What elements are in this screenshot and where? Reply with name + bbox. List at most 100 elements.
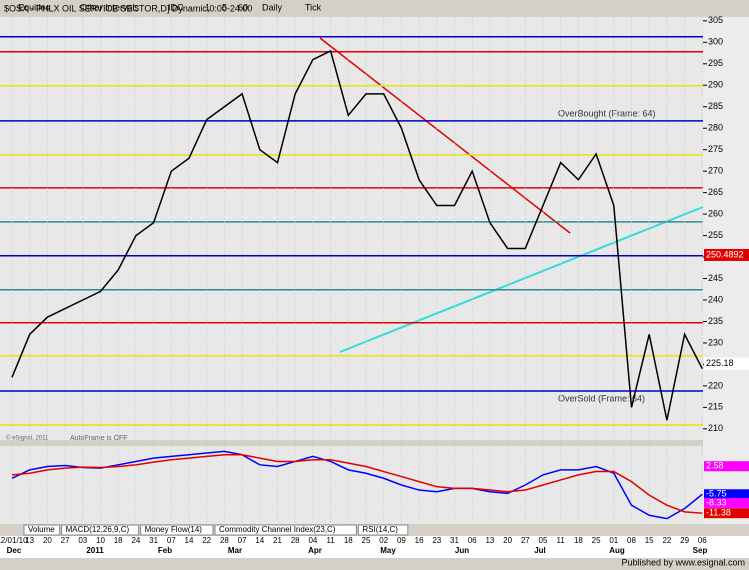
month-label: Feb: [158, 546, 172, 555]
chart-title: $OSX - PHLX OIL SERVICE SECTOR,D] Dynami…: [4, 3, 252, 13]
x-tick-label: 03: [78, 536, 87, 545]
x-tick-label: 25: [592, 536, 601, 545]
y-tick-label: 255: [708, 230, 723, 240]
month-label: Jun: [455, 546, 469, 555]
y-tick-label: 220: [708, 380, 723, 390]
x-tick-label: 09: [397, 536, 406, 545]
tab[interactable]: [214, 524, 357, 536]
x-tick-label: 06: [468, 536, 477, 545]
moving-average: [339, 206, 704, 353]
x-tick-label: 13: [25, 536, 34, 545]
y-tick-label: 235: [708, 316, 723, 326]
macd-tag: [704, 489, 749, 500]
x-tick-label: 12/01/10: [0, 536, 28, 545]
price-tag: [704, 357, 749, 370]
x-tick-label: 02: [379, 536, 388, 545]
annotation: AutoFrame is OFF: [70, 435, 128, 442]
y-tick-label: 210: [708, 423, 723, 433]
macd-tag-label: -11.38: [706, 508, 731, 518]
x-tick-label: 27: [61, 536, 70, 545]
toolbar-button[interactable]: Other Intervals: [80, 2, 140, 12]
y-tick-label: 230: [708, 337, 723, 347]
x-tick-label: 14: [185, 536, 194, 545]
x-tick-label: 14: [255, 536, 264, 545]
tab-label: Volume: [28, 525, 55, 534]
trendline: [319, 37, 571, 234]
y-tick-label: 285: [708, 101, 723, 111]
macd-tag-label: -5.75: [706, 489, 727, 499]
x-tick-label: 18: [574, 536, 583, 545]
tab[interactable]: [61, 524, 140, 536]
month-label: Sep: [693, 546, 708, 555]
x-tick-label: 07: [238, 536, 247, 545]
toolbar-button[interactable]: IDC: [168, 2, 184, 12]
x-tick-label: 01: [609, 536, 618, 545]
price-line: [11, 49, 703, 421]
y-tick-label: 275: [708, 144, 723, 154]
x-tick-label: 21: [273, 536, 282, 545]
tab[interactable]: [23, 524, 61, 536]
x-tick-label: 31: [149, 536, 158, 545]
macd-tag: [704, 497, 749, 508]
x-tick-label: 11: [326, 536, 335, 545]
toolbar-button[interactable]: Equities: [18, 2, 51, 12]
macd-panel: [0, 446, 703, 524]
price-axis: [703, 17, 749, 524]
macd-line: [11, 453, 703, 514]
x-tick-label: 08: [627, 536, 636, 545]
y-tick-label: 215: [708, 402, 723, 412]
month-label: 2011: [86, 546, 104, 555]
toolbar-button[interactable]: 5: [222, 2, 227, 12]
price-panel: [0, 17, 703, 440]
x-tick-label: 22: [202, 536, 211, 545]
x-tick-label: 31: [450, 536, 459, 545]
annotation: OverSold (Frame: 64): [558, 393, 645, 403]
toolbar-button[interactable]: Tick: [305, 2, 322, 12]
tab[interactable]: [357, 524, 409, 536]
month-label: May: [380, 546, 396, 555]
price-tag: [704, 248, 749, 261]
y-tick-label: 240: [708, 294, 723, 304]
month-label: Jul: [534, 546, 546, 555]
y-tick-label: 295: [708, 58, 723, 68]
toolbar-button[interactable]: 60: [238, 2, 248, 12]
tab[interactable]: [140, 524, 214, 536]
macd-line: [11, 450, 703, 520]
y-tick-label: 300: [708, 37, 723, 47]
x-tick-label: 06: [698, 536, 707, 545]
macd-tag: [704, 461, 749, 472]
x-tick-label: 20: [503, 536, 512, 545]
x-tick-label: 28: [291, 536, 300, 545]
y-tick-label: 270: [708, 166, 723, 176]
x-tick-label: 27: [521, 536, 530, 545]
annotation: OverBought (Frame: 64): [558, 108, 656, 118]
y-tick-label: 305: [708, 15, 723, 25]
macd-tag: [704, 508, 749, 519]
x-tick-label: 07: [167, 536, 176, 545]
x-tick-label: 20: [43, 536, 52, 545]
x-tick-label: 22: [662, 536, 671, 545]
tab-label: Commodity Channel Index(23,C): [219, 525, 336, 534]
x-tick-label: 28: [220, 536, 229, 545]
x-tick-label: 10: [96, 536, 105, 545]
y-tick-label: 260: [708, 208, 723, 218]
x-tick-label: 04: [308, 536, 317, 545]
x-tick-label: 16: [415, 536, 424, 545]
x-tick-label: 05: [539, 536, 548, 545]
tab-label: MACD(12,26,9,C): [66, 525, 130, 534]
month-label: Dec: [7, 546, 22, 555]
x-tick-label: 13: [485, 536, 494, 545]
price-tag-label: 225.18: [706, 358, 734, 368]
y-tick-label: 290: [708, 80, 723, 90]
toolbar-button[interactable]: Daily: [262, 2, 283, 12]
footer: Published by www.esignal.com: [621, 557, 745, 567]
toolbar-button[interactable]: 1: [205, 2, 210, 12]
y-tick-label: 280: [708, 123, 723, 133]
y-tick-label: 245: [708, 273, 723, 283]
x-tick-label: 11: [557, 536, 566, 545]
tab-label: RSI(14,C): [362, 525, 398, 534]
x-tick-label: 29: [680, 536, 689, 545]
x-tick-label: 18: [344, 536, 353, 545]
price-tag-label: 250.4892: [706, 249, 744, 259]
